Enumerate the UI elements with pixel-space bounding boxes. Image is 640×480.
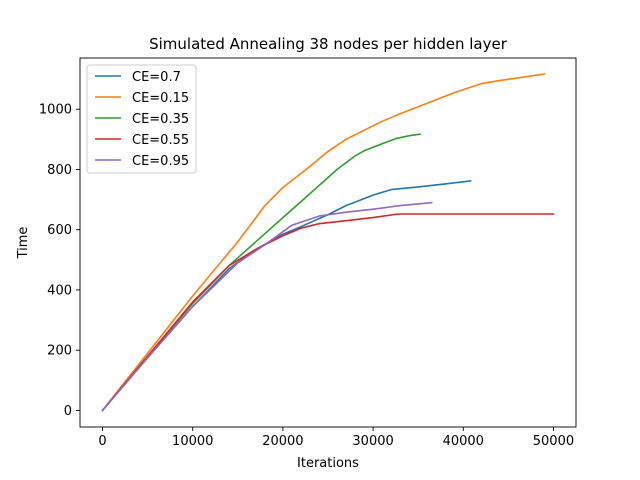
legend-box: [86, 64, 197, 174]
y-tick-label: 800: [47, 163, 72, 178]
legend-label-4: CE=0.55: [132, 133, 189, 148]
y-tick-label: 400: [47, 283, 72, 298]
legend-label-1: CE=0.7: [132, 70, 181, 85]
y-tick-label: 1000: [39, 103, 72, 118]
plot-frame: [79, 57, 577, 428]
legend-label-5: CE=0.95: [132, 154, 189, 169]
y-tick-label: 0: [64, 404, 72, 419]
y-tick-label: 200: [47, 344, 72, 359]
x-tick-label: 0: [98, 434, 106, 449]
x-axis-label: Iterations: [297, 456, 359, 471]
y-tick-label: 600: [47, 223, 72, 238]
x-tick-label: 30000: [352, 434, 393, 449]
legend-label-2: CE=0.15: [132, 91, 189, 106]
series-line-3: [101, 133, 421, 412]
legend-label-3: CE=0.35: [132, 112, 189, 127]
x-tick-label: 50000: [533, 434, 574, 449]
chart-title: Simulated Annealing 38 nodes per hidden …: [149, 35, 508, 53]
series-line-2: [101, 73, 546, 412]
x-tick-label: 10000: [172, 434, 213, 449]
x-tick-label: 40000: [443, 434, 484, 449]
x-tick-label: 20000: [262, 434, 303, 449]
series-line-4: [101, 213, 555, 412]
legend: CE=0.7 CE=0.15 CE=0.35 CE=0.55 CE=0.95: [86, 64, 197, 174]
series-line-5: [101, 201, 433, 412]
y-axis-label: Time: [16, 227, 31, 260]
